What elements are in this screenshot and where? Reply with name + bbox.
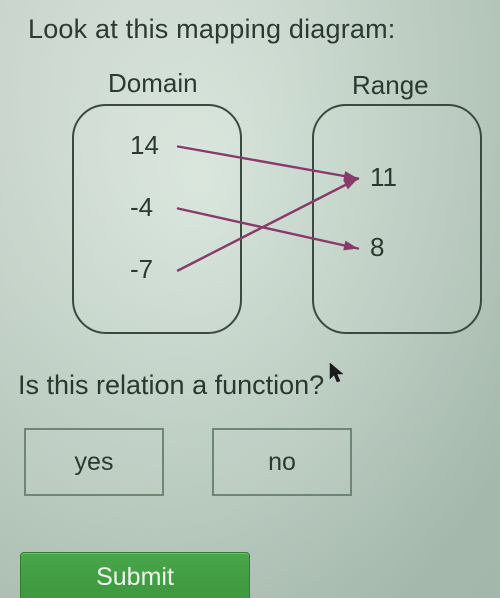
cursor-icon: [329, 362, 345, 384]
range-value-0: 11: [370, 162, 397, 193]
range-box: [312, 104, 482, 334]
answer-no-button[interactable]: no: [212, 428, 352, 496]
prompt-line-1: Look at this mapping diagram:: [28, 14, 396, 45]
answer-yes-label: yes: [75, 448, 114, 477]
domain-value-2: -7: [130, 254, 153, 285]
domain-value-1: -4: [130, 192, 153, 223]
prompt-line-2: Is this relation a function?: [18, 370, 324, 401]
domain-heading: Domain: [108, 68, 198, 99]
answer-yes-button[interactable]: yes: [24, 428, 164, 496]
submit-button[interactable]: Submit: [20, 552, 250, 598]
submit-label: Submit: [96, 563, 174, 592]
content-root: Look at this mapping diagram: Domain Ran…: [0, 0, 500, 598]
answer-no-label: no: [268, 448, 296, 477]
range-value-1: 8: [370, 232, 384, 263]
domain-value-0: 14: [130, 130, 159, 161]
range-heading: Range: [352, 70, 429, 101]
